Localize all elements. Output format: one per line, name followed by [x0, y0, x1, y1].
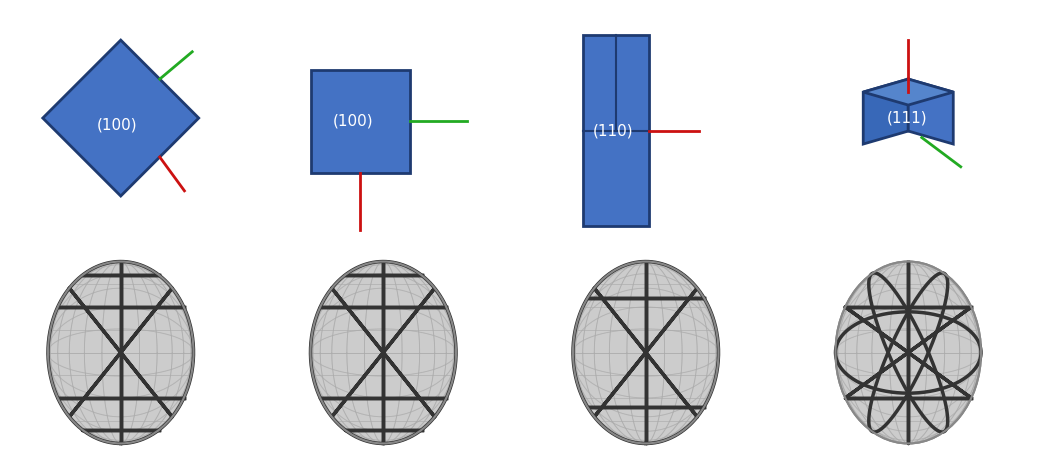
Text: (110): (110) — [592, 123, 633, 138]
Text: (100): (100) — [98, 117, 138, 132]
Polygon shape — [908, 79, 953, 144]
Text: (100): (100) — [333, 114, 373, 129]
Ellipse shape — [48, 261, 193, 444]
Ellipse shape — [311, 261, 456, 444]
Bar — [583, 35, 649, 226]
Bar — [311, 70, 410, 172]
Polygon shape — [863, 79, 953, 105]
Polygon shape — [43, 40, 198, 196]
Polygon shape — [863, 79, 908, 144]
Ellipse shape — [573, 261, 718, 444]
Text: (111): (111) — [887, 110, 927, 125]
Ellipse shape — [836, 261, 981, 444]
